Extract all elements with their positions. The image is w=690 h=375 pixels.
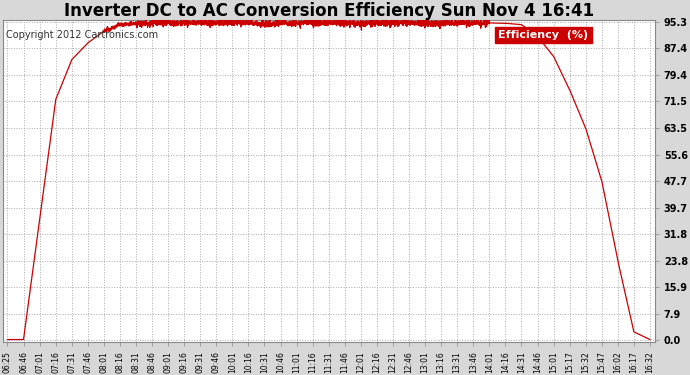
Title: Inverter DC to AC Conversion Efficiency Sun Nov 4 16:41: Inverter DC to AC Conversion Efficiency … xyxy=(63,2,594,20)
Text: Copyright 2012 Cartronics.com: Copyright 2012 Cartronics.com xyxy=(6,30,158,40)
Text: Efficiency  (%): Efficiency (%) xyxy=(498,30,589,40)
